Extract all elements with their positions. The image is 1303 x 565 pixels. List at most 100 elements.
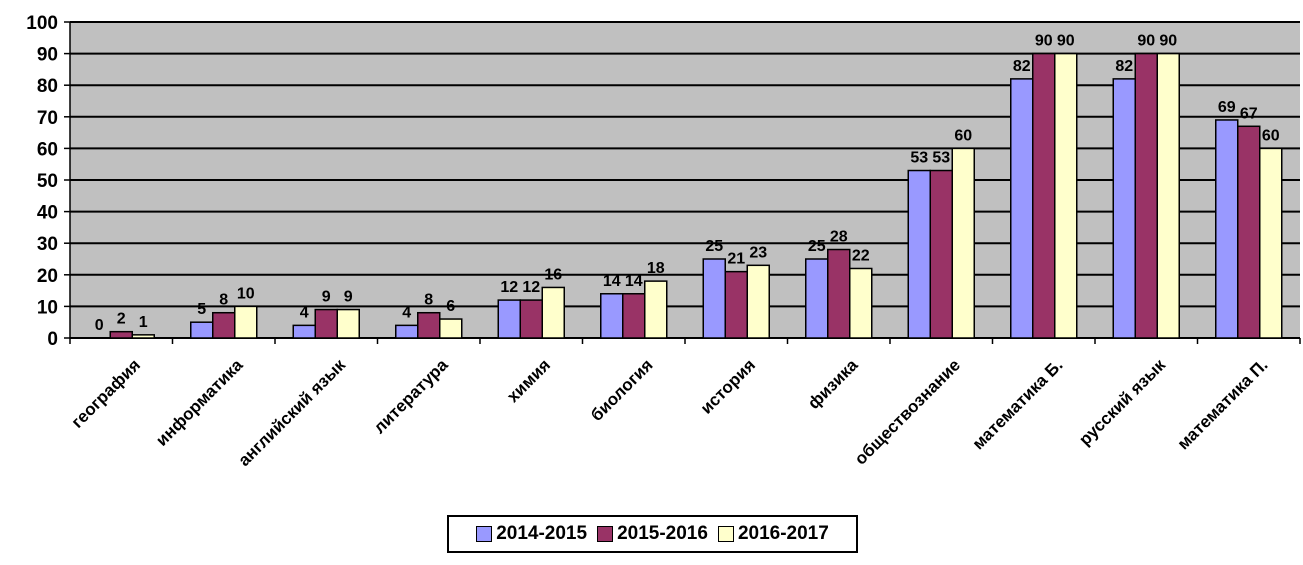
data-label-6-series-3: 18	[647, 260, 665, 277]
legend-label-3: 2016-2017	[737, 523, 829, 544]
data-label-1-series-3: 1	[139, 314, 148, 331]
x-tick-label-8: физика	[804, 355, 862, 413]
x-tick-label-6: биология	[587, 355, 657, 425]
data-label-5-series-2: 12	[522, 279, 540, 296]
y-tick-label-100: 100	[26, 13, 58, 34]
data-label-12-series-2: 67	[1240, 105, 1258, 122]
bar-12-series-2	[1237, 125, 1261, 339]
bar-6-series-1	[600, 293, 624, 339]
legend-item-3: 2016-2017	[717, 523, 829, 545]
y-tick-label-90: 90	[37, 45, 58, 66]
data-label-1-series-1: 0	[95, 317, 104, 334]
bar-9-series-3	[951, 147, 975, 339]
bar-8-series-3	[849, 267, 873, 339]
x-tick-label-7: история	[697, 355, 759, 417]
data-label-9-series-2: 53	[932, 150, 950, 167]
y-tick-label-40: 40	[37, 203, 58, 224]
data-label-12-series-1: 69	[1218, 99, 1236, 116]
y-tick-label-60: 60	[37, 139, 58, 160]
bar-11-series-1	[1112, 78, 1136, 339]
bar-11-series-2	[1134, 52, 1158, 339]
bar-4-series-2	[417, 311, 441, 339]
y-tick-label-80: 80	[37, 76, 58, 97]
data-label-8-series-2: 28	[830, 229, 848, 246]
y-tick-label-0: 0	[47, 329, 58, 350]
data-label-4-series-2: 8	[424, 292, 433, 309]
bar-1-series-2	[109, 330, 133, 339]
data-label-9-series-1: 53	[910, 150, 928, 167]
data-label-1-series-2: 2	[117, 311, 126, 328]
data-label-12-series-3: 60	[1262, 127, 1280, 144]
data-label-7-series-3: 23	[749, 244, 767, 261]
y-tick-label-20: 20	[37, 266, 58, 287]
bar-6-series-3	[644, 280, 668, 339]
data-label-5-series-1: 12	[500, 279, 518, 296]
data-label-9-series-3: 60	[954, 127, 972, 144]
bar-2-series-2	[212, 311, 236, 339]
legend-swatch-2	[597, 526, 614, 542]
bar-10-series-2	[1032, 52, 1056, 339]
bar-4-series-3	[439, 318, 463, 339]
legend-item-2: 2015-2016	[597, 523, 708, 545]
y-tick-label-50: 50	[37, 171, 58, 192]
bar-8-series-1	[805, 258, 829, 339]
bar-10-series-1	[1010, 78, 1034, 339]
bar-7-series-3	[746, 264, 770, 339]
legend: 2014-2015 2015-2016 2016-2017	[447, 515, 858, 553]
x-tick-label-11: русский язык	[1075, 355, 1169, 449]
x-tick-label-1: география	[68, 355, 144, 431]
x-tick-label-3: английский язык	[234, 355, 349, 470]
bar-6-series-2	[622, 293, 646, 339]
bar-11-series-3	[1156, 52, 1180, 339]
data-label-3-series-2: 9	[322, 289, 331, 306]
bar-8-series-2	[827, 248, 851, 339]
legend-label-2: 2015-2016	[617, 523, 708, 544]
x-tick-label-9: обществознание	[851, 355, 964, 468]
legend-swatch-3	[717, 526, 734, 542]
data-label-3-series-3: 9	[344, 289, 353, 306]
data-label-7-series-2: 21	[727, 251, 745, 268]
bar-7-series-1	[702, 258, 726, 339]
bar-3-series-3	[336, 308, 360, 339]
data-label-6-series-2: 14	[625, 273, 643, 290]
data-label-7-series-1: 25	[705, 238, 723, 255]
data-label-2-series-1: 5	[197, 301, 206, 318]
x-tick-label-2: информатика	[152, 355, 247, 450]
data-label-10-series-3: 90	[1057, 33, 1075, 50]
bar-1-series-3	[131, 334, 155, 339]
data-label-11-series-1: 82	[1115, 58, 1133, 75]
y-tick-label-30: 30	[37, 234, 58, 255]
data-label-11-series-3: 90	[1159, 33, 1177, 50]
data-label-3-series-1: 4	[300, 304, 309, 321]
bar-5-series-3	[541, 286, 565, 339]
x-tick-label-12: математика П.	[1174, 355, 1272, 453]
data-label-2-series-3: 10	[237, 285, 255, 302]
data-label-8-series-1: 25	[808, 238, 826, 255]
bar-9-series-1	[907, 169, 931, 339]
y-tick-label-10: 10	[37, 297, 58, 318]
data-label-2-series-2: 8	[219, 292, 228, 309]
legend-label-1: 2014-2015	[496, 523, 588, 544]
bar-5-series-1	[497, 299, 521, 339]
bar-5-series-2	[519, 299, 543, 339]
x-tick-label-4: литература	[370, 355, 452, 437]
bar-7-series-2	[724, 270, 748, 339]
x-tick-label-10: математика Б.	[969, 355, 1067, 453]
bar-12-series-3	[1259, 147, 1283, 339]
data-label-11-series-2: 90	[1137, 33, 1155, 50]
data-label-6-series-1: 14	[603, 273, 621, 290]
data-label-10-series-2: 90	[1035, 33, 1053, 50]
bar-4-series-1	[395, 324, 419, 339]
bar-2-series-1	[190, 321, 214, 339]
data-label-8-series-3: 22	[852, 247, 870, 264]
x-tick-label-5: химия	[503, 355, 554, 406]
legend-item-1: 2014-2015	[476, 523, 587, 545]
bar-3-series-1	[292, 324, 316, 339]
bar-10-series-3	[1054, 52, 1078, 339]
bar-2-series-3	[234, 305, 258, 339]
data-label-4-series-3: 6	[446, 298, 455, 315]
data-label-5-series-3: 16	[544, 266, 562, 283]
bar-9-series-2	[929, 169, 953, 339]
